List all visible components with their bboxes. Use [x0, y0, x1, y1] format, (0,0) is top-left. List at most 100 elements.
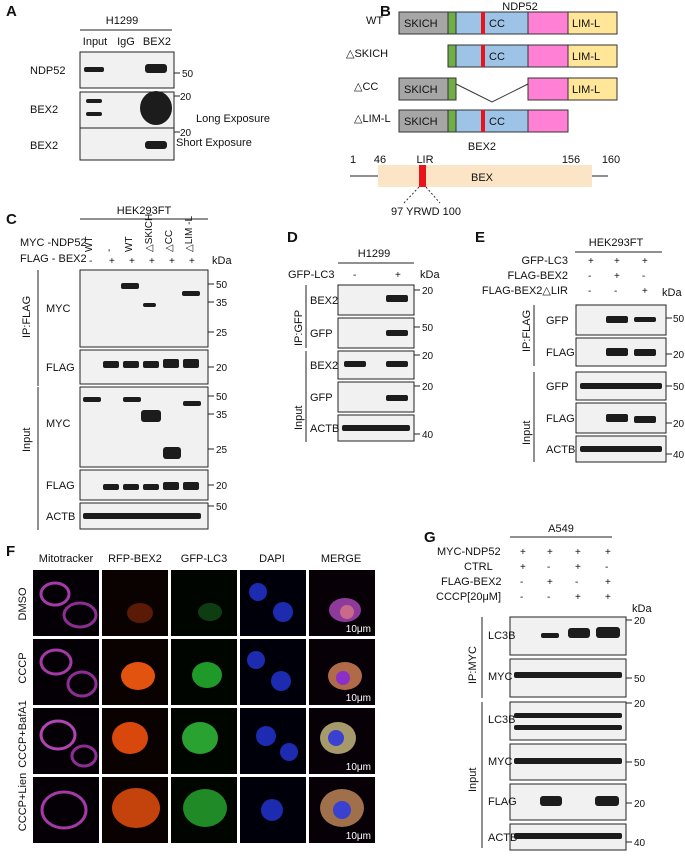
panel-b-label: B — [380, 3, 391, 20]
panel-c-lane: - — [104, 249, 115, 252]
mw: 40 — [422, 430, 434, 441]
panel-g-row: CCCP[20μM] — [436, 591, 501, 603]
panel-c: C HEK293FT MYC -NDP52 FLAG - BEX2 WT - W… — [6, 205, 232, 530]
panel-c-kda: kDa — [212, 255, 232, 267]
panel-c-blot-name: FLAG — [46, 362, 75, 374]
panel-c-band — [83, 513, 201, 519]
panel-c-blot-name: FLAG — [46, 480, 75, 492]
panel-c-band — [103, 361, 119, 368]
panel-c-sign: + — [129, 256, 135, 267]
panel-c-band — [183, 482, 199, 490]
panel-c-band — [163, 482, 179, 490]
panel-f-col: Mitotracker — [39, 553, 94, 565]
mw: 50 — [673, 382, 685, 393]
panel-a-band — [145, 64, 167, 73]
sign: + — [614, 256, 620, 267]
panel-g-label: G — [424, 529, 436, 546]
panel-g-blot — [509, 701, 627, 741]
domain-green — [447, 11, 457, 35]
cell — [39, 648, 73, 676]
micrograph-mitotracker — [33, 777, 99, 843]
panel-e-group-input: Input — [521, 421, 533, 445]
micrograph-gfp — [171, 570, 237, 636]
panel-b-title: NDP52 — [502, 1, 537, 13]
cell — [183, 789, 227, 827]
mw: 20 — [422, 351, 434, 362]
panel-e-row: GFP-LC3 — [522, 255, 568, 267]
panel-e-band — [606, 414, 628, 422]
panel-g-row: MYC-NDP52 — [437, 546, 501, 558]
domain-lim — [567, 11, 618, 35]
cell — [121, 662, 155, 690]
sign: - — [520, 577, 523, 588]
panel-e-band — [634, 317, 656, 322]
panel-d-sign: - — [353, 270, 356, 281]
panel-c-band — [121, 283, 139, 289]
panel-d-blot-name: BEX2 — [310, 360, 338, 372]
panel-c-band — [143, 303, 156, 307]
cell — [39, 719, 77, 751]
nucleus — [340, 605, 354, 619]
construct-name: △CC — [354, 81, 378, 93]
panel-g-band — [514, 758, 622, 764]
sign: + — [520, 562, 526, 573]
panel-b: B NDP52 WT SKICH CC LIM-L △SKICH CC LIM-… — [346, 1, 620, 218]
sign: + — [642, 256, 648, 267]
micrograph-dapi — [240, 570, 306, 636]
panel-g-blot-name: FLAG — [488, 796, 517, 808]
sign: - — [520, 592, 523, 603]
panel-c-blot-name: MYC — [46, 418, 71, 430]
panel-g-band — [514, 672, 622, 678]
panel-e-cell-line: HEK293FT — [589, 237, 644, 249]
domain-label: SKICH — [404, 84, 438, 96]
cell — [40, 790, 88, 830]
mw: 20 — [216, 363, 228, 374]
panel-d-band — [386, 395, 408, 401]
panel-a-band — [86, 99, 102, 103]
bex2-pos-160: 160 — [602, 154, 620, 166]
panel-g-band — [596, 627, 620, 638]
cell — [112, 722, 148, 754]
nucleus — [273, 602, 293, 622]
panel-a-label: A — [6, 3, 17, 20]
panel-e-blot-name: FLAG — [546, 347, 575, 359]
panel-a-marker: 20 — [180, 92, 192, 103]
panel-c-lane: WT — [84, 236, 95, 252]
panel-c-sign: - — [89, 256, 92, 267]
panel-f-col: RFP-BEX2 — [108, 553, 162, 565]
nucleus — [328, 730, 344, 746]
construct-name: WT — [366, 15, 383, 27]
panel-e: E HEK293FT GFP-LC3 FLAG-BEX2 FLAG-BEX2△L… — [475, 229, 685, 463]
sign: + — [575, 592, 581, 603]
domain-lim — [567, 77, 618, 101]
motif-leader — [425, 186, 441, 204]
panel-e-band — [606, 348, 628, 356]
construct-name: △LIM-L — [354, 113, 391, 125]
panel-a-row-bex2-short: BEX2 — [30, 140, 58, 152]
panel-c-lane-labels: WT - WT △SKICH △CC △LIM -L — [84, 214, 195, 252]
panel-c-sign: + — [149, 256, 155, 267]
panel-c-band — [103, 484, 119, 490]
domain-label: CC — [489, 116, 505, 128]
panel-f-row: CCCP+Lien — [17, 773, 29, 831]
mw: 50 — [634, 674, 646, 685]
panel-g-blot-name: ACTB — [488, 832, 517, 844]
mw: 25 — [216, 328, 228, 339]
panel-g-group-input: Input — [467, 768, 479, 792]
panel-f-row: CCCP+BafA1 — [17, 700, 29, 768]
micrograph-rfp — [102, 570, 168, 636]
sign: + — [614, 271, 620, 282]
panel-g-cell-line: A549 — [548, 523, 574, 535]
mw: 35 — [216, 410, 228, 421]
sign: + — [605, 577, 611, 588]
panel-c-band — [183, 401, 201, 406]
cell — [112, 788, 160, 828]
panel-g-band — [541, 633, 559, 638]
panel-a-note-long: Long Exposure — [196, 113, 270, 125]
panel-d-blot-name: ACTB — [310, 423, 339, 435]
panel-f-row: DMSO — [17, 587, 29, 620]
panel-c-band — [183, 359, 199, 368]
bex-domain — [378, 165, 592, 187]
domain-green — [447, 44, 457, 68]
panel-c-sign: + — [169, 256, 175, 267]
